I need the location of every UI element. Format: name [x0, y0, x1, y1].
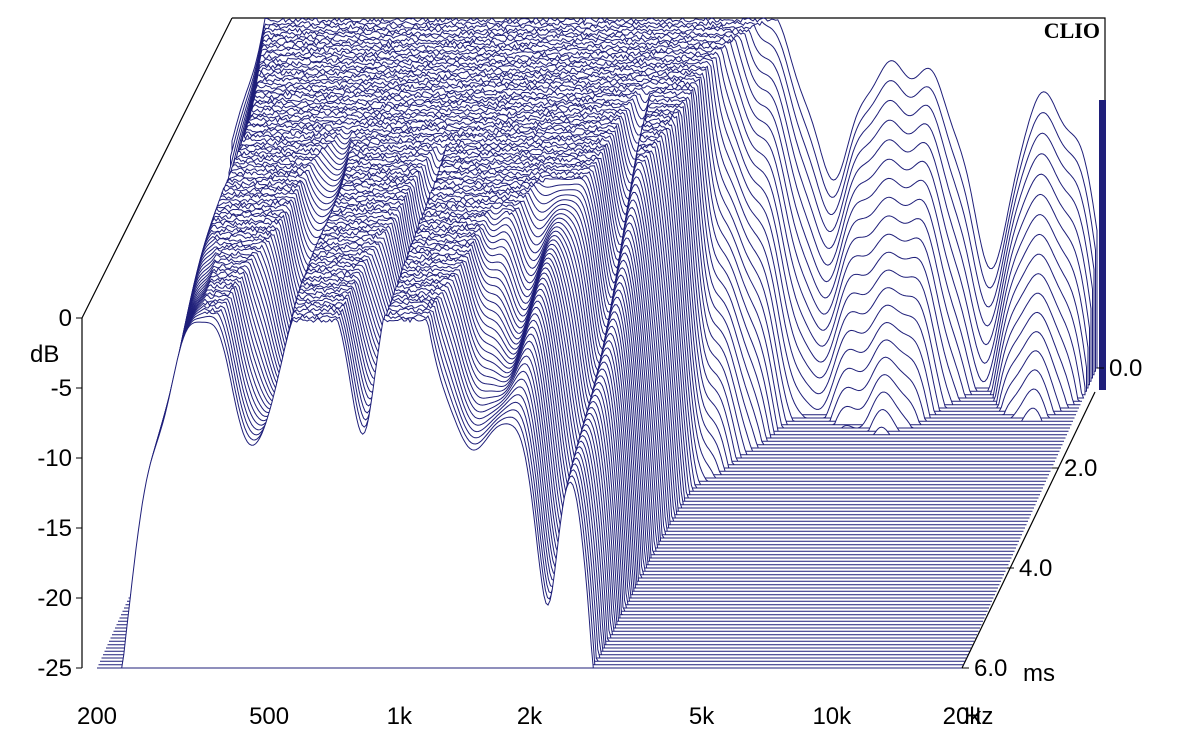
x-axis-ticks: 200 500 1k 2k 5k 10k 20k — [77, 703, 982, 730]
time-zero-edge-bar — [1099, 100, 1106, 390]
time-tick-label: 2.0 — [1064, 455, 1097, 482]
brand-label: CLIO — [1044, 18, 1100, 43]
time-tick-label: 0.0 — [1109, 355, 1142, 382]
y-tick-label: -15 — [37, 515, 72, 542]
y-tick-label: 0 — [59, 305, 72, 332]
frame-bottom-diagonal — [962, 392, 1095, 668]
x-axis-unit: Hz — [964, 703, 993, 730]
x-tick-label: 5k — [689, 703, 715, 730]
x-tick-label: 10k — [812, 703, 852, 730]
y-tick-label: -25 — [37, 655, 72, 682]
time-tick-label: 4.0 — [1019, 555, 1052, 582]
y-axis-unit: dB — [30, 341, 59, 368]
y-tick-label: -20 — [37, 585, 72, 612]
time-tick-label: 6.0 — [974, 655, 1007, 682]
waterfall-slices — [97, 18, 1097, 668]
y-tick-label: -10 — [37, 445, 72, 472]
x-tick-label: 500 — [249, 703, 289, 730]
y-tick-label: -5 — [51, 375, 72, 402]
time-axis-unit: ms — [1023, 660, 1055, 687]
x-tick-label: 200 — [77, 703, 117, 730]
x-tick-label: 1k — [387, 703, 413, 730]
x-tick-label: 2k — [517, 703, 543, 730]
